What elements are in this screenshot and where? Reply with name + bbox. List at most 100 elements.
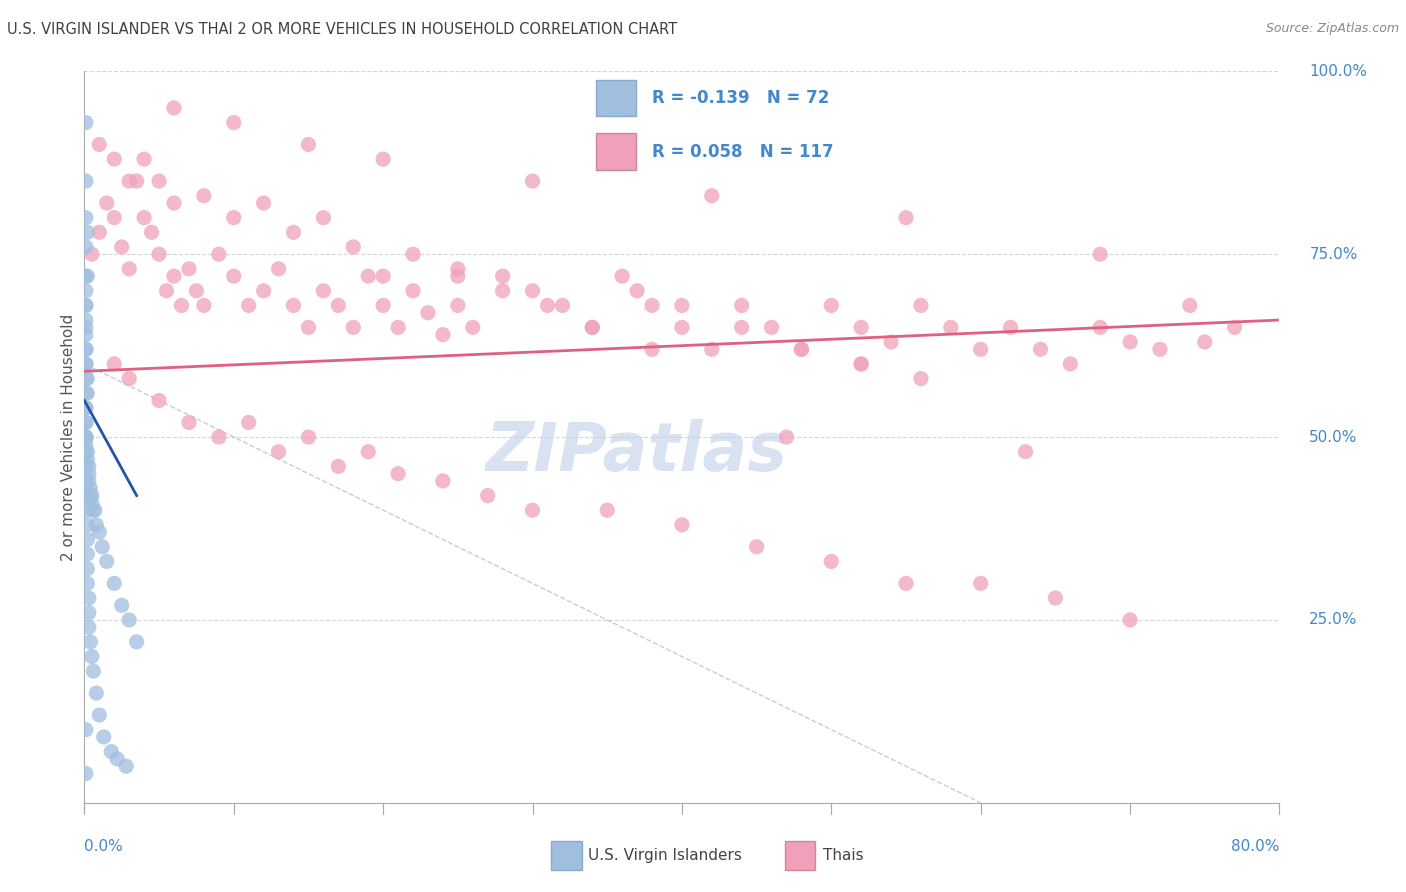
Point xyxy=(671,517,693,532)
Point xyxy=(238,416,260,430)
Point xyxy=(77,467,100,481)
Point xyxy=(731,298,754,312)
Point xyxy=(432,327,454,342)
Point xyxy=(75,284,97,298)
Text: 50.0%: 50.0% xyxy=(1309,430,1358,444)
Point xyxy=(208,247,231,261)
Point xyxy=(96,554,118,568)
Point xyxy=(75,327,97,342)
Point xyxy=(894,576,917,591)
Point xyxy=(342,240,364,254)
Point xyxy=(103,576,125,591)
Point xyxy=(75,416,97,430)
Point xyxy=(387,467,409,481)
Text: 25.0%: 25.0% xyxy=(1309,613,1358,627)
Point xyxy=(536,298,558,312)
Point xyxy=(849,357,872,371)
Point xyxy=(1059,357,1081,371)
Text: R = -0.139   N = 72: R = -0.139 N = 72 xyxy=(651,89,830,107)
Point xyxy=(77,474,100,488)
Point xyxy=(115,759,138,773)
Point xyxy=(1223,320,1246,334)
Point xyxy=(132,211,156,225)
Point xyxy=(1088,247,1111,261)
Y-axis label: 2 or more Vehicles in Household: 2 or more Vehicles in Household xyxy=(60,313,76,561)
Point xyxy=(253,284,276,298)
Point xyxy=(75,416,97,430)
Point xyxy=(148,247,170,261)
Point xyxy=(75,115,97,129)
Point xyxy=(1119,334,1142,349)
Point xyxy=(75,357,97,371)
Point xyxy=(432,474,454,488)
Point xyxy=(75,444,97,458)
Point xyxy=(641,343,664,357)
Point xyxy=(86,686,108,700)
Point xyxy=(371,152,394,166)
Point xyxy=(745,540,768,554)
Point xyxy=(118,261,141,276)
Point xyxy=(596,503,619,517)
Point xyxy=(1149,343,1171,357)
Point xyxy=(93,730,115,744)
Point xyxy=(170,298,193,312)
Point xyxy=(402,247,425,261)
Point xyxy=(103,357,125,371)
Point xyxy=(111,599,134,613)
Point xyxy=(222,115,245,129)
Point xyxy=(910,298,932,312)
Point xyxy=(77,620,100,634)
Point xyxy=(297,137,319,152)
Point xyxy=(790,343,813,357)
Point xyxy=(75,430,97,444)
Point xyxy=(371,269,394,284)
Point xyxy=(328,298,350,312)
Point xyxy=(208,430,231,444)
Point xyxy=(522,503,544,517)
Point xyxy=(105,752,128,766)
Point xyxy=(581,320,603,334)
Point xyxy=(141,225,163,239)
Point xyxy=(82,503,104,517)
Point xyxy=(820,298,842,312)
Text: R = 0.058   N = 117: R = 0.058 N = 117 xyxy=(651,143,834,161)
Point xyxy=(75,474,97,488)
Point xyxy=(328,459,350,474)
Point xyxy=(75,766,97,780)
Point xyxy=(894,211,917,225)
Point xyxy=(75,437,97,451)
Point xyxy=(76,452,98,467)
Point xyxy=(267,261,290,276)
Point xyxy=(80,496,103,510)
Point xyxy=(125,174,148,188)
Point xyxy=(193,298,215,312)
Point xyxy=(76,225,98,239)
Point xyxy=(1045,591,1067,605)
Point xyxy=(75,401,97,415)
Point xyxy=(77,459,100,474)
Point xyxy=(1029,343,1052,357)
Point xyxy=(80,649,103,664)
Text: 75.0%: 75.0% xyxy=(1309,247,1358,261)
Point xyxy=(371,298,394,312)
Point xyxy=(357,269,380,284)
Point xyxy=(79,481,101,495)
Point xyxy=(75,723,97,737)
Point xyxy=(82,664,104,678)
Text: 100.0%: 100.0% xyxy=(1309,64,1368,78)
Point xyxy=(222,269,245,284)
Text: U.S. Virgin Islanders: U.S. Virgin Islanders xyxy=(588,848,741,863)
FancyBboxPatch shape xyxy=(596,80,636,116)
Point xyxy=(103,211,125,225)
Point xyxy=(1014,444,1036,458)
Point xyxy=(447,261,470,276)
Point xyxy=(163,101,186,115)
Point xyxy=(75,430,97,444)
Point xyxy=(522,284,544,298)
Point xyxy=(79,489,101,503)
Point xyxy=(1194,334,1216,349)
Point xyxy=(492,269,515,284)
Point xyxy=(75,343,97,357)
Point xyxy=(75,459,97,474)
Point xyxy=(761,320,783,334)
